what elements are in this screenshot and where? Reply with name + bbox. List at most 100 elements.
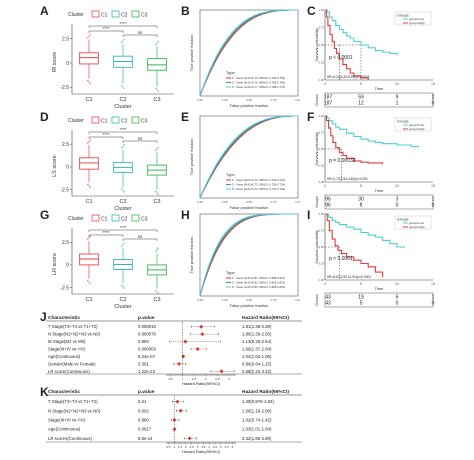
row-pvalue: 8.24e-07 [138,354,156,359]
row-hazard-ratio: 1.66(1.37-2.04) [242,347,272,352]
x-tick-label: 0.25 [222,200,228,204]
legend-box [394,11,432,26]
boxplot-lr-score: Cluster C1 C2 C3 2.5 0 -2.5 LR score C1 C2 C3 Clust… [52,214,174,310]
sig-label: **** [119,127,126,132]
x-tick-label: 1 [181,377,183,381]
x-axis-label: Time [375,286,385,291]
outlier [155,149,157,151]
y-axis-label: Survival probability [314,132,319,166]
legend-key [91,214,100,222]
x-tick-label: 15 [431,82,435,86]
row-characteristic: Gender(Male vs Female) [48,361,96,366]
y-axis-label: LS score [52,155,58,177]
outlier [123,242,125,245]
legend-title: Cluster [68,118,84,124]
y-tick-label: 2.5 [62,37,69,43]
x-tick-label: 10 [395,184,399,188]
legend-label: group=Low [409,17,425,21]
panel-label-c: C [307,4,316,18]
row-characteristic: T Stage(T3+T4 vs T1+T2) [48,324,98,329]
outlier [121,284,123,286]
forest-plot-multivariate-k: Characteristic p.value Hazard Ratio(95%CI)… [46,389,302,454]
x-tick-label: 0.5 [169,377,174,381]
sig-label: **** [119,225,126,230]
outlier [156,148,158,150]
risk-count: 30 [358,197,364,203]
x-tick-label: 10 [395,282,399,286]
row-characteristic: Age(Continuous) [48,354,81,359]
outlier [87,142,89,144]
outlier [122,40,124,42]
outlier [155,87,157,89]
x-tick-label: 1.5 [192,377,197,381]
roc-curve-panel-e: True positive fraction False positive fra… [189,115,300,210]
row-hazard-ratio: 1.81(1.38-2.38) [242,324,272,329]
legend-label: 5 - Years (AUC=0.74, 95%CI: 0.737-0.744) [232,187,285,191]
legend-label: 1 - Years (AUC=0.81, 95%CI: 0.808-0.812) [232,276,285,280]
row-characteristic: Age(Continuous) [48,427,81,432]
km-curve-low [325,213,405,249]
sig-bracket [122,140,158,143]
y-tick-label: 1.00 [319,8,325,12]
row-hazard-ratio: 1.03(1.01-1.04) [242,427,272,432]
x-tick-label: 5 [360,184,362,188]
sig-bracket [122,34,158,37]
panel-label-h: H [181,208,190,222]
y-tick-label: -2.5 [60,285,69,291]
km-curve-high [325,9,369,80]
outlier [121,188,123,190]
p-value: p < 0.0001 [329,55,353,61]
x-tick-label: 1 [173,445,175,449]
legend-label: group=High [409,225,425,229]
row-pvalue: 1.22e-23 [138,369,156,374]
x-tick-label: 1.5 [178,445,183,449]
risk-table [324,92,434,108]
hr-point [172,418,177,422]
risk-count: 59 [358,95,364,101]
risk-count: 0 [396,203,399,209]
header-hazard-ratio: Hazard Ratio(95%CI) [242,389,289,395]
y-tick-label: 2.5 [62,240,69,246]
sig-bracket [88,136,124,139]
hr-point [178,408,183,413]
x-tick-label: 0.75 [271,98,277,102]
y-axis-label: LR score [52,253,58,275]
outlier [89,235,91,237]
legend-title: Type [226,172,235,177]
legend-key [91,10,100,18]
y-tick-label: 0 [66,263,69,269]
panel-label-f: F [307,110,315,124]
outlier [89,34,91,36]
risk-count: 2 [432,95,435,101]
outlier [123,191,125,193]
outlier [88,35,90,37]
row-characteristic: N Stage(N1+N2+N3 vs N0) [48,408,101,413]
legend-title: Type [226,270,235,275]
y-tick-label: 0.25 [319,61,325,65]
y-axis-label: Survival probability [314,28,319,62]
outlier [157,194,159,196]
outlier [156,248,158,251]
outlier [89,186,91,188]
x-tick-label: C1 [85,97,92,103]
y-axis-label: True positive fraction [189,237,194,274]
roc-curve-panel-b: True positive fraction False positive fra… [189,9,300,108]
legend-label: C3 [141,13,148,19]
row-hazard-ratio: 2.68(2.22-3.22) [242,369,272,374]
outlier [156,89,158,91]
x-tick-label: 2 [185,445,187,449]
outlier [123,38,125,41]
legend-label: 1 - Years (AUC=0.75, 95%CI: 0.749-0.752) [232,76,285,80]
risk-count: 0 [432,301,435,307]
x-axis-label: Cluster [114,104,132,110]
outlier [87,37,89,39]
outlier [87,79,89,82]
risk-count: 1 [432,197,435,203]
x-axis-label: Time [375,188,385,193]
y-tick-label: 2.5 [62,142,69,148]
row-pvalue: 0.301 [138,361,149,366]
x-tick-label: 3 [228,377,230,381]
outlier [121,84,123,86]
hr-point [177,361,182,366]
outlier [121,245,123,248]
